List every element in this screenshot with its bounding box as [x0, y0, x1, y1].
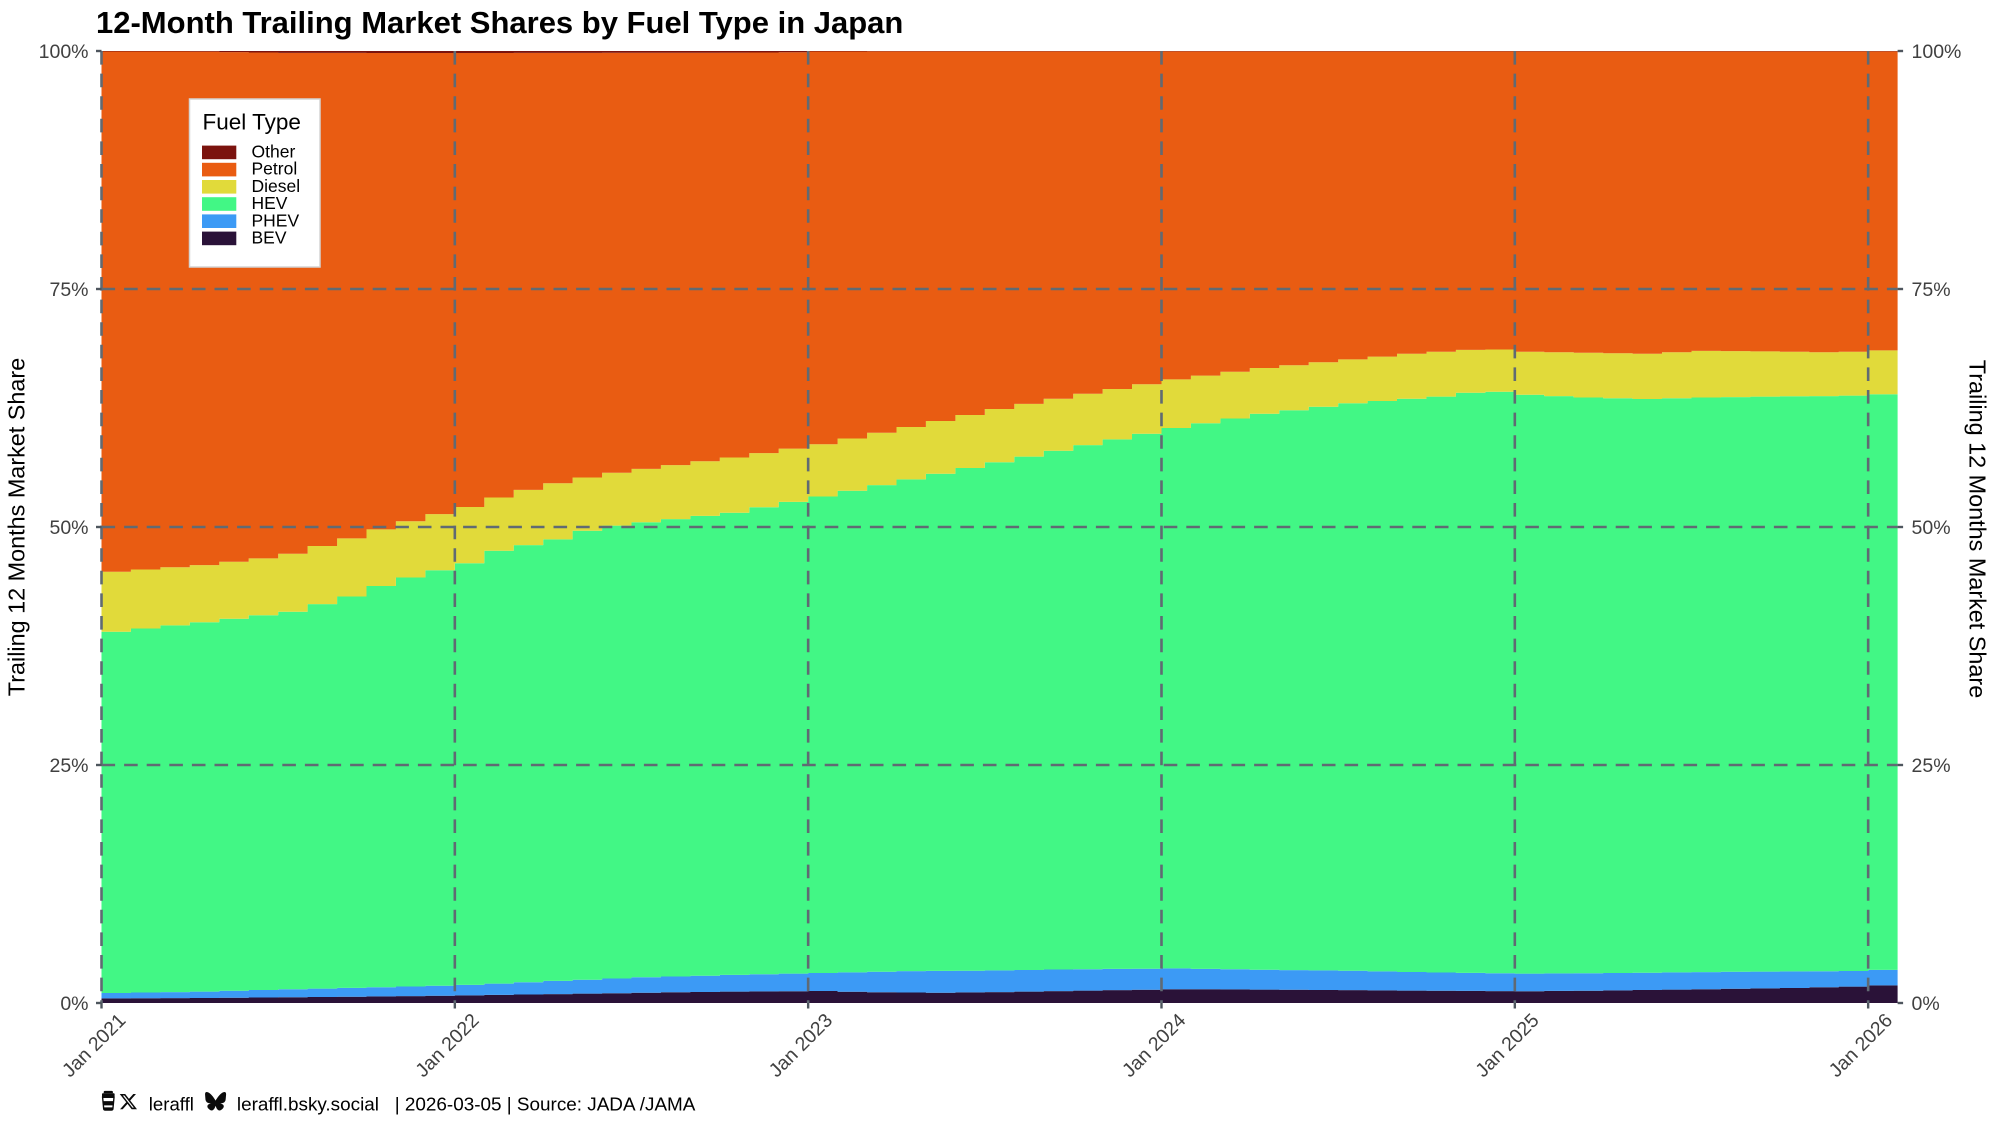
svg-text:75%: 75%: [49, 279, 88, 301]
svg-text:Other: Other: [252, 142, 296, 162]
svg-text:50%: 50%: [1912, 517, 1951, 539]
svg-text:Trailing 12 Months Market Shar: Trailing 12 Months Market Share: [1965, 360, 1991, 698]
svg-text:BEV: BEV: [252, 228, 287, 248]
svg-text:25%: 25%: [49, 755, 88, 777]
svg-text:Diesel: Diesel: [252, 176, 301, 196]
svg-text:50%: 50%: [49, 517, 88, 539]
svg-text:leraffl: leraffl: [149, 1094, 194, 1115]
svg-text:Petrol: Petrol: [252, 159, 298, 179]
svg-text:75%: 75%: [1912, 279, 1951, 301]
svg-text:25%: 25%: [1912, 755, 1951, 777]
svg-text:100%: 100%: [1912, 41, 1962, 63]
svg-text:PHEV: PHEV: [252, 210, 300, 230]
svg-text:Fuel Type: Fuel Type: [203, 110, 301, 135]
svg-text:100%: 100%: [39, 41, 89, 63]
svg-text:Trailing 12 Months Market Shar: Trailing 12 Months Market Share: [4, 358, 30, 696]
svg-text:0%: 0%: [1912, 993, 1940, 1015]
svg-text:0%: 0%: [60, 993, 88, 1015]
svg-text:12-Month Trailing Market Share: 12-Month Trailing Market Shares by Fuel …: [96, 5, 903, 40]
svg-text:leraffl.bsky.social | 2026-0: leraffl.bsky.social | 2026-03-05 | Sourc…: [237, 1095, 696, 1116]
svg-text:HEV: HEV: [252, 193, 288, 213]
